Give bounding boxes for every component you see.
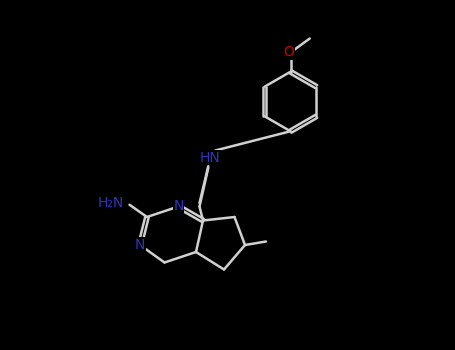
- Text: HN: HN: [200, 150, 220, 164]
- Text: N: N: [173, 199, 184, 213]
- Text: N: N: [135, 238, 145, 252]
- Text: H₂N: H₂N: [98, 196, 124, 210]
- Text: O: O: [283, 46, 294, 60]
